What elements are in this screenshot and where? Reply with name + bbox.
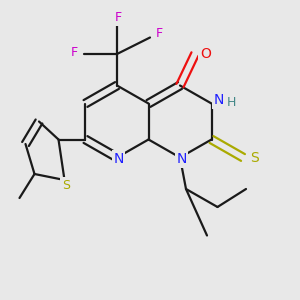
Text: N: N	[214, 94, 224, 107]
Text: N: N	[176, 152, 187, 166]
Text: N: N	[113, 152, 124, 166]
Text: S: S	[250, 151, 259, 164]
Text: H: H	[226, 96, 236, 110]
Text: O: O	[200, 47, 211, 61]
Text: F: F	[156, 27, 163, 40]
Text: F: F	[71, 46, 78, 59]
Text: F: F	[115, 11, 122, 24]
Text: S: S	[62, 179, 70, 192]
